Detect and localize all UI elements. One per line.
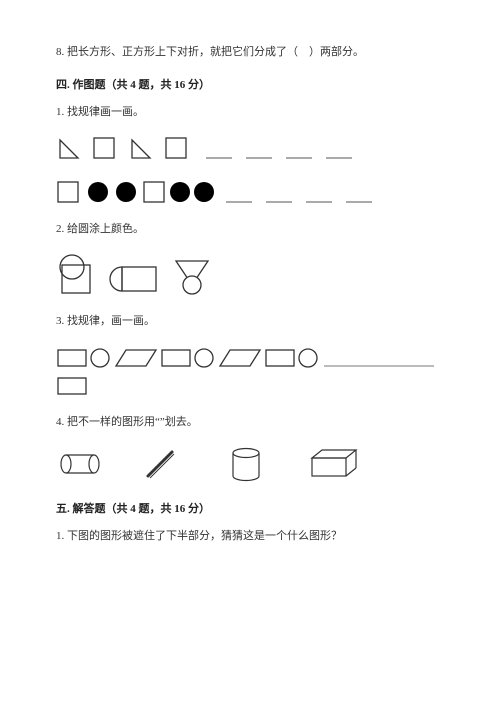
triangle-icon: [132, 140, 150, 158]
s4-q2-row: [56, 251, 444, 299]
cylinder-standing-icon: [233, 448, 259, 480]
rect-icon: [58, 350, 86, 366]
parallelogram-icon: [220, 350, 260, 366]
square-icon: [144, 182, 164, 202]
s5-q1-text: 1. 下图的图形被遮住了下半部分，猜猜这是一个什么图形？: [56, 528, 444, 546]
disc-icon: [88, 182, 108, 202]
lozenge-icon: [110, 267, 156, 291]
parallelogram-icon: [116, 350, 156, 366]
s4-q1-row2: [56, 177, 444, 207]
cylinder-lying-icon: [61, 455, 99, 473]
disc-icon: [194, 182, 214, 202]
s4-q3-row: [56, 342, 444, 400]
disc-icon: [170, 182, 190, 202]
pattern2-row: [56, 342, 436, 372]
section5-heading: 五. 解答题（共 4 题，共 16 分）: [56, 500, 444, 516]
stick-icon: [148, 452, 174, 478]
s4-q1-row1: [56, 133, 444, 163]
s4-q4-row: [56, 444, 444, 486]
circle-icon: [299, 349, 317, 367]
rect-icon: [266, 350, 294, 366]
color-circles-row: [56, 251, 276, 299]
q8-text: 8. 把长方形、正方形上下对折，就把它们分成了（ ）两部分。: [56, 44, 444, 62]
pattern-row-1: [56, 133, 426, 163]
square-icon: [94, 138, 114, 158]
triangle-icon: [60, 140, 78, 158]
circle-icon: [91, 349, 109, 367]
pattern-row-2: [56, 177, 436, 207]
triangle-circle-icon: [176, 261, 208, 294]
s4-q1-text: 1. 找规律画一画。: [56, 104, 444, 122]
square-icon: [166, 138, 186, 158]
section4-heading: 四. 作图题（共 4 题，共 16 分）: [56, 76, 444, 92]
s4-q4-text: 4. 把不一样的图形用“”划去。: [56, 414, 444, 432]
s4-q3-text: 3. 找规律，画一画。: [56, 313, 444, 331]
square-icon: [58, 182, 78, 202]
circle-icon: [60, 255, 84, 279]
cross-out-row: [56, 444, 416, 486]
pattern2-row-extra: [56, 372, 436, 400]
rect-icon: [162, 350, 190, 366]
s4-q2-text: 2. 给圆涂上颜色。: [56, 221, 444, 239]
disc-icon: [116, 182, 136, 202]
circle-icon: [195, 349, 213, 367]
rect-icon: [58, 378, 86, 394]
cuboid-icon: [312, 450, 356, 476]
